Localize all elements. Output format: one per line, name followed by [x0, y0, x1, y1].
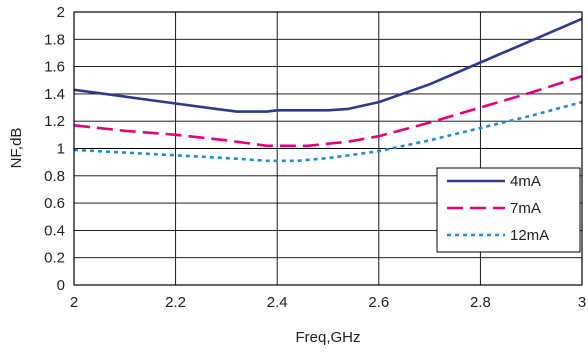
x-tick-label: 2.2	[165, 294, 186, 311]
series-line-12mA	[73, 100, 583, 163]
legend-label-4mA: 4mA	[510, 173, 541, 190]
legend-label-7mA: 7mA	[510, 200, 541, 217]
y-tick-label: 0.6	[44, 195, 65, 212]
y-tick-label: 2	[57, 4, 65, 21]
y-tick-label: 1.4	[44, 86, 65, 103]
x-tick-label: 2.4	[267, 294, 288, 311]
x-tick-label: 2.6	[368, 294, 389, 311]
x-tick-labels: 2 2.2 2.4 2.6 2.8 3	[70, 294, 586, 311]
plot-border	[73, 11, 583, 286]
x-tick-label: 2.8	[470, 294, 491, 311]
y-tick-label: 1.6	[44, 59, 65, 76]
series-line-4mA	[73, 17, 583, 113]
x-tick-label: 2	[70, 294, 78, 311]
x-axis-title: Freq,GHz	[295, 329, 360, 346]
legend: 4mA 7mA 12mA	[436, 167, 581, 253]
y-axis-title: NF,dB	[8, 128, 25, 169]
y-tick-label: 0.4	[44, 222, 65, 239]
y-tick-label: 1	[57, 141, 65, 158]
legend-label-12mA: 12mA	[510, 227, 549, 244]
y-tick-label: 1.2	[44, 113, 65, 130]
series-line-7mA	[73, 74, 583, 148]
y-tick-label: 0.8	[44, 168, 65, 185]
y-tick-label: 0.2	[44, 250, 65, 267]
y-tick-label: 1.8	[44, 31, 65, 48]
y-tick-labels: 0 0.2 0.4 0.6 0.8 1 1.2 1.4 1.6 1.8 2	[44, 4, 65, 294]
x-tick-label: 3	[578, 294, 586, 311]
y-tick-label: 0	[57, 277, 65, 294]
series-lines	[73, 17, 583, 163]
